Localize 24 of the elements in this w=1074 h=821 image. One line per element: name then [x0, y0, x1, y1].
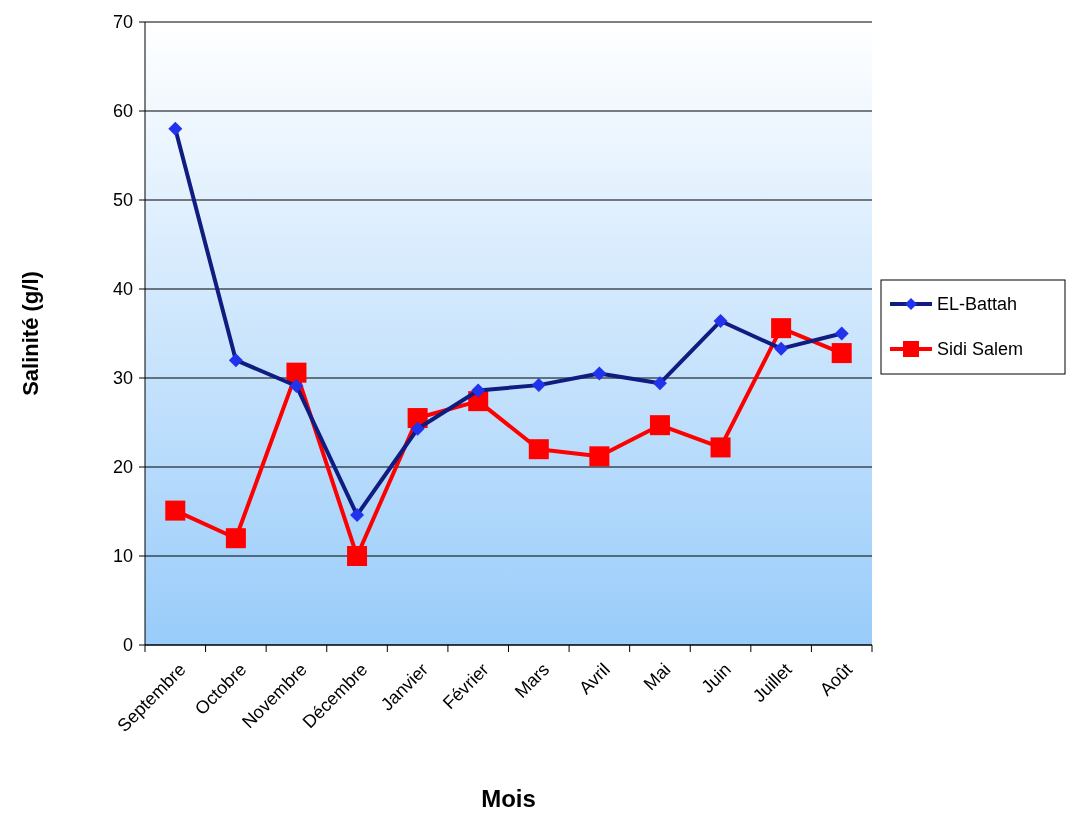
point — [831, 343, 852, 364]
point — [589, 446, 610, 467]
y-tick-label: 70 — [112, 12, 133, 33]
y-tick-label: 20 — [112, 457, 133, 478]
y-tick-label: 40 — [112, 279, 133, 300]
point — [710, 437, 731, 458]
point — [165, 500, 186, 521]
y-axis-title: Salinité (g/l) — [18, 271, 43, 396]
point — [225, 528, 246, 549]
point — [347, 546, 368, 566]
y-tick-label: 30 — [112, 368, 133, 389]
point — [771, 318, 792, 339]
legend-label: EL-Battah — [937, 294, 1018, 315]
point — [528, 439, 549, 460]
legend-label: Sidi Salem — [937, 339, 1024, 360]
y-tick-label: 60 — [112, 101, 133, 122]
point — [286, 362, 307, 383]
y-tick-label: 0 — [122, 635, 133, 656]
point — [649, 415, 670, 436]
x-tick-label: Juin — [697, 659, 736, 697]
y-tick-label: 10 — [112, 546, 133, 567]
x-axis-title: Mois — [481, 785, 536, 812]
x-tick-label: Mai — [639, 659, 675, 694]
y-tick-label: 50 — [112, 190, 133, 211]
